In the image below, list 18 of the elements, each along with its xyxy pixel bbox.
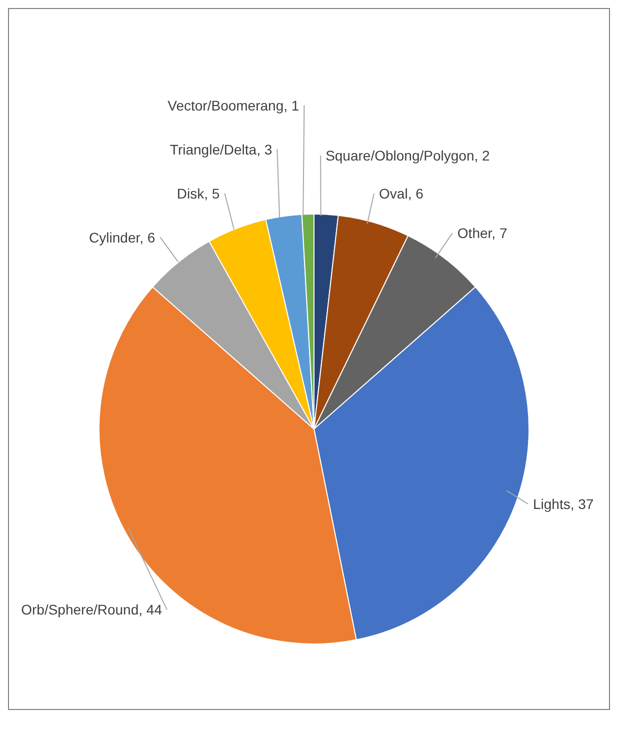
slice-label: Square/Oblong/Polygon	[326, 148, 474, 164]
slice-label: Lights	[533, 496, 570, 512]
slice-label: Orb/Sphere/Round	[21, 602, 139, 618]
data-label: , 5	[204, 185, 220, 202]
data-label: , 3	[256, 141, 272, 158]
slice-label: Cylinder	[89, 229, 141, 246]
data-label: , 7	[492, 225, 508, 242]
data-label: , 6	[140, 229, 156, 246]
data-label: , 6	[408, 186, 424, 202]
slice-label: Triangle/Delta	[170, 141, 257, 158]
slice-label: Oval	[379, 186, 408, 202]
slice-label: Vector/Boomerang	[168, 97, 284, 114]
data-label: , 37	[570, 496, 594, 512]
slice-label: Disk	[176, 185, 206, 202]
slice-label: Other	[457, 225, 493, 242]
data-label: , 2	[474, 148, 490, 164]
data-label: , 1	[284, 97, 300, 114]
data-label: , 44	[138, 602, 162, 618]
